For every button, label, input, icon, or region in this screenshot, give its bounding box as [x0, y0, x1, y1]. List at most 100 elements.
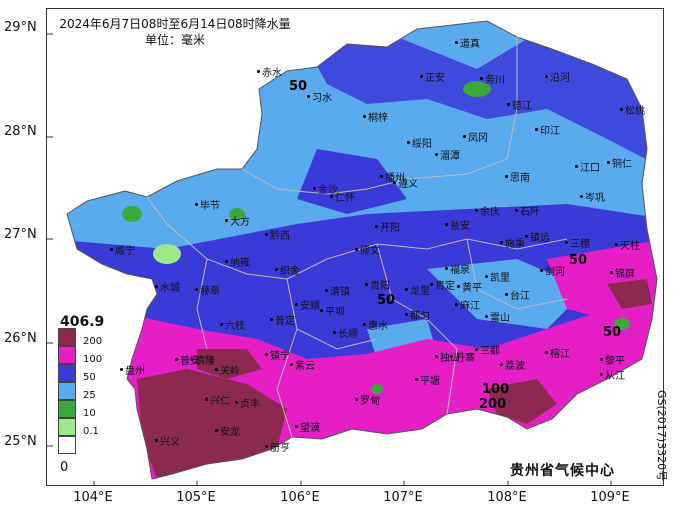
city-marker — [565, 241, 568, 244]
city-marker — [295, 425, 298, 428]
city-marker — [290, 363, 293, 366]
city-marker — [575, 165, 578, 168]
city-marker — [220, 323, 223, 326]
city-label: 赤水 — [262, 68, 282, 79]
map-title: 2024年6月7日08时至6月14日08时降水量 单位：毫米 — [50, 16, 300, 48]
city-label: 湄潭 — [440, 151, 460, 162]
city-marker — [615, 243, 618, 246]
city-marker — [430, 283, 433, 286]
legend-min-value: 0 — [60, 460, 69, 475]
city-label: 兴仁 — [210, 396, 230, 407]
city-label: 岑巩 — [585, 193, 605, 204]
city-label: 兴义 — [160, 437, 180, 448]
city-label: 习水 — [312, 93, 332, 104]
city-label: 修文 — [360, 246, 380, 257]
legend-swatch-label: 10 — [83, 408, 96, 419]
lat-label: 28°N — [4, 124, 37, 139]
city-marker — [225, 260, 228, 263]
city-marker — [363, 115, 366, 118]
city-label: 黎平 — [605, 356, 625, 367]
contour-label: 100 — [482, 382, 510, 397]
city-label: 黔西 — [270, 231, 290, 242]
city-marker — [600, 358, 603, 361]
city-label: 清镇 — [330, 287, 350, 298]
city-marker — [475, 209, 478, 212]
city-label: 丹寨 — [455, 353, 475, 364]
legend-swatch-label: 100 — [83, 354, 103, 365]
city-marker — [363, 323, 366, 326]
city-label: 正安 — [425, 73, 445, 84]
city-marker — [420, 75, 423, 78]
city-label: 务川 — [485, 75, 505, 86]
prefecture-boundaries — [146, 37, 568, 438]
city-marker — [450, 355, 453, 358]
city-label: 松桃 — [625, 106, 645, 117]
city-marker — [455, 303, 458, 306]
city-label: 织金 — [280, 266, 300, 277]
city-marker — [225, 219, 228, 222]
city-marker — [540, 269, 543, 272]
city-label: 紫云 — [295, 361, 315, 372]
city-marker — [313, 187, 316, 190]
city-marker — [435, 153, 438, 156]
city-marker — [190, 358, 193, 361]
graticule-ticks — [47, 33, 612, 485]
legend-swatch: 50 — [58, 364, 96, 383]
lat-label: 25°N — [4, 434, 37, 449]
legend-swatch: 200 — [58, 328, 102, 347]
legend-swatches: 200 100 50 25 10 0.1 — [58, 328, 128, 454]
city-label: 剑河 — [545, 267, 565, 278]
legend-swatch-label: 25 — [83, 390, 96, 401]
city-marker — [120, 368, 123, 371]
title-line-2: 单位：毫米 — [144, 33, 205, 47]
city-label: 普安 — [180, 356, 200, 367]
lon-label: 108°E — [487, 490, 527, 505]
city-marker — [110, 248, 113, 251]
contour-label: 50 — [569, 253, 588, 268]
legend-max-value: 406.9 — [60, 314, 105, 330]
city-label: 贵定 — [435, 281, 455, 292]
city-marker — [333, 331, 336, 334]
contour-label: 50 — [603, 325, 622, 340]
city-label: 印江 — [540, 126, 560, 137]
city-label: 册亨 — [270, 443, 290, 454]
city-marker — [215, 429, 218, 432]
city-label: 平坝 — [325, 307, 345, 318]
city-label: 天柱 — [620, 241, 640, 252]
city-label: 榕江 — [550, 349, 570, 360]
city-marker — [320, 309, 323, 312]
legend-swatch: 100 — [58, 346, 102, 365]
city-label: 安顺 — [300, 301, 320, 312]
city-label: 金沙 — [318, 185, 338, 196]
city-marker — [257, 70, 260, 73]
city-marker — [435, 355, 438, 358]
city-label: 凤冈 — [468, 133, 488, 144]
city-marker — [485, 315, 488, 318]
city-label: 锦屏 — [615, 269, 635, 280]
city-marker — [175, 358, 178, 361]
title-line-1: 2024年6月7日08时至6月14日08时降水量 — [59, 17, 291, 31]
city-marker — [205, 398, 208, 401]
city-label: 三都 — [480, 346, 500, 357]
credit-text: 贵州省气候中心 — [510, 463, 615, 479]
legend-swatch-label: 50 — [83, 372, 96, 383]
city-marker — [330, 195, 333, 198]
city-marker — [600, 373, 603, 376]
city-marker — [505, 175, 508, 178]
city-marker — [415, 378, 418, 381]
city-marker — [355, 248, 358, 251]
legend-swatch-label: 0.1 — [83, 426, 99, 437]
city-label: 雷山 — [490, 313, 510, 324]
city-label: 威宁 — [115, 246, 135, 257]
city-marker — [195, 203, 198, 206]
lon-label: 106°E — [280, 490, 320, 505]
city-label: 独山 — [440, 353, 460, 364]
city-label: 毕节 — [200, 201, 220, 212]
city-marker — [215, 368, 218, 371]
city-label: 开阳 — [380, 223, 400, 234]
city-label: 镇宁 — [270, 351, 290, 362]
rainfall-shading — [67, 21, 657, 479]
lat-label: 27°N — [4, 227, 37, 242]
city-label: 江口 — [580, 163, 600, 174]
